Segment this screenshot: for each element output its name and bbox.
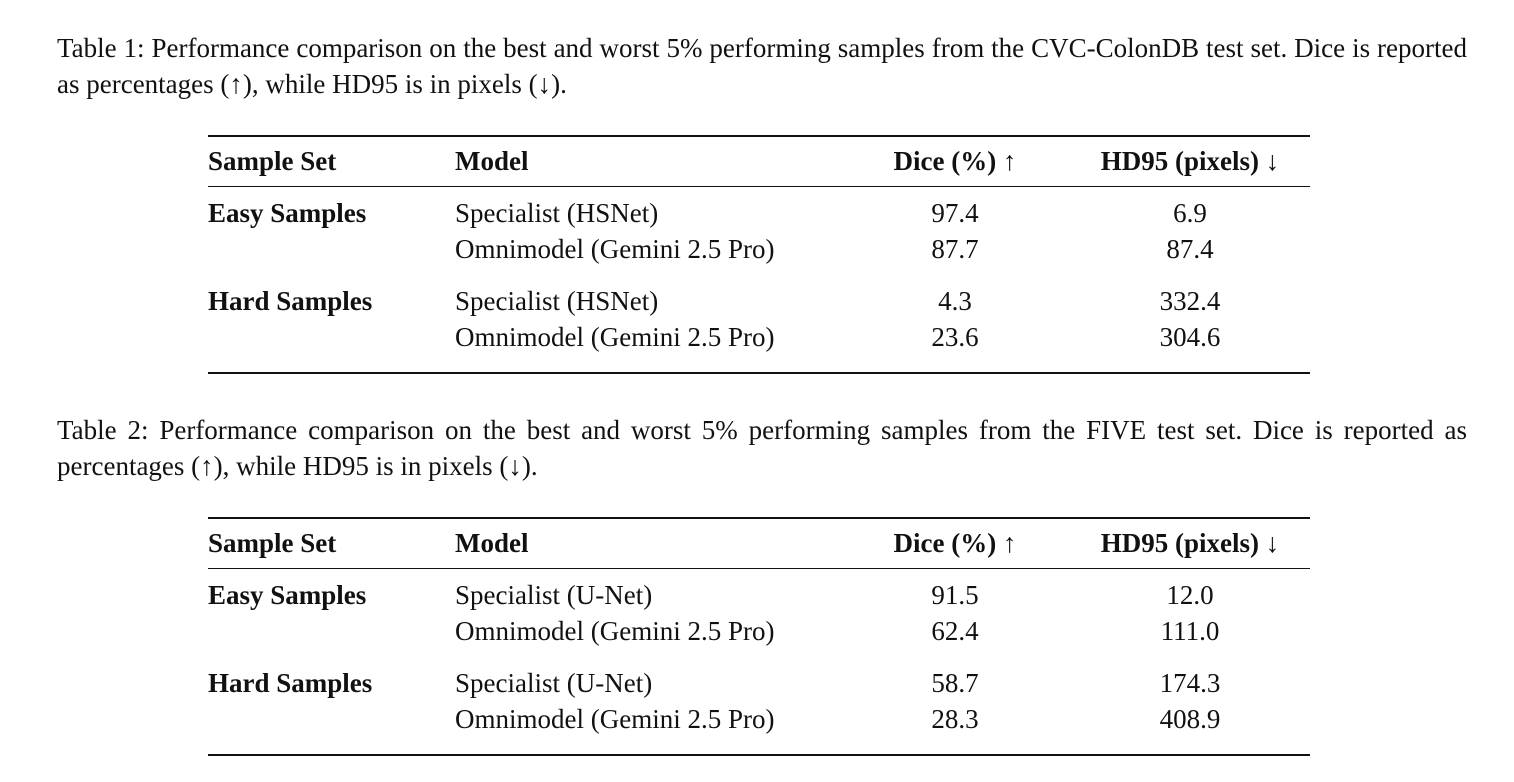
top-rule <box>208 517 1310 519</box>
cell: 408.9 <box>1159 704 1221 734</box>
cell: 28.3 <box>931 704 979 734</box>
cell: 58.7 <box>931 668 979 698</box>
cell: 4.3 <box>938 286 972 316</box>
top-rule <box>208 135 1310 137</box>
group-label: Easy Samples <box>208 198 367 228</box>
cell: Omnimodel (Gemini 2.5 Pro) <box>455 234 775 264</box>
cell: Specialist (HSNet) <box>455 198 659 228</box>
cell: 174.3 <box>1159 668 1221 698</box>
cell: 6.9 <box>1173 198 1207 228</box>
cell: Specialist (HSNet) <box>455 286 659 316</box>
cell: Specialist (U-Net) <box>455 580 653 610</box>
cell: 23.6 <box>931 322 979 352</box>
header-cell: HD95 (pixels) ↓ <box>1100 146 1280 176</box>
cell: Omnimodel (Gemini 2.5 Pro) <box>455 322 775 352</box>
bottom-rule <box>208 372 1310 374</box>
group-label: Hard Samples <box>208 286 373 316</box>
header-cell: HD95 (pixels) ↓ <box>1100 528 1280 558</box>
cell: 332.4 <box>1159 286 1221 316</box>
cell: Specialist (U-Net) <box>455 668 653 698</box>
cell: 87.7 <box>931 234 979 264</box>
mid-rule <box>208 186 1310 187</box>
cell: 62.4 <box>931 616 979 646</box>
header-cell: Dice (%) ↑ <box>893 528 1017 558</box>
cell: Omnimodel (Gemini 2.5 Pro) <box>455 704 775 734</box>
group-label: Hard Samples <box>208 668 373 698</box>
bottom-rule <box>208 754 1310 756</box>
header-cell: Sample Set <box>208 146 337 176</box>
header-cell: Dice (%) ↑ <box>893 146 1017 176</box>
header-cell: Sample Set <box>208 528 337 558</box>
table: Sample Set Model Dice (%) ↑ HD95 (pixels) ↓… <box>208 135 1310 375</box>
cell: 12.0 <box>1166 580 1214 610</box>
header-cell: Model <box>455 528 529 558</box>
cell: Omnimodel (Gemini 2.5 Pro) <box>455 616 775 646</box>
cell: 304.6 <box>1159 322 1221 352</box>
table-caption: Table 2: Performance comparison on the b… <box>57 415 1467 481</box>
cell: 111.0 <box>1160 616 1220 646</box>
mid-rule <box>208 568 1310 569</box>
header-cell: Model <box>455 146 529 176</box>
cell: 91.5 <box>931 580 979 610</box>
cell: 87.4 <box>1166 234 1214 264</box>
cell: 97.4 <box>931 198 979 228</box>
table: Sample Set Model Dice (%) ↑ HD95 (pixels) ↓… <box>208 517 1310 757</box>
table-caption: Table 1: Performance comparison on the b… <box>57 33 1467 99</box>
group-label: Easy Samples <box>208 580 367 610</box>
